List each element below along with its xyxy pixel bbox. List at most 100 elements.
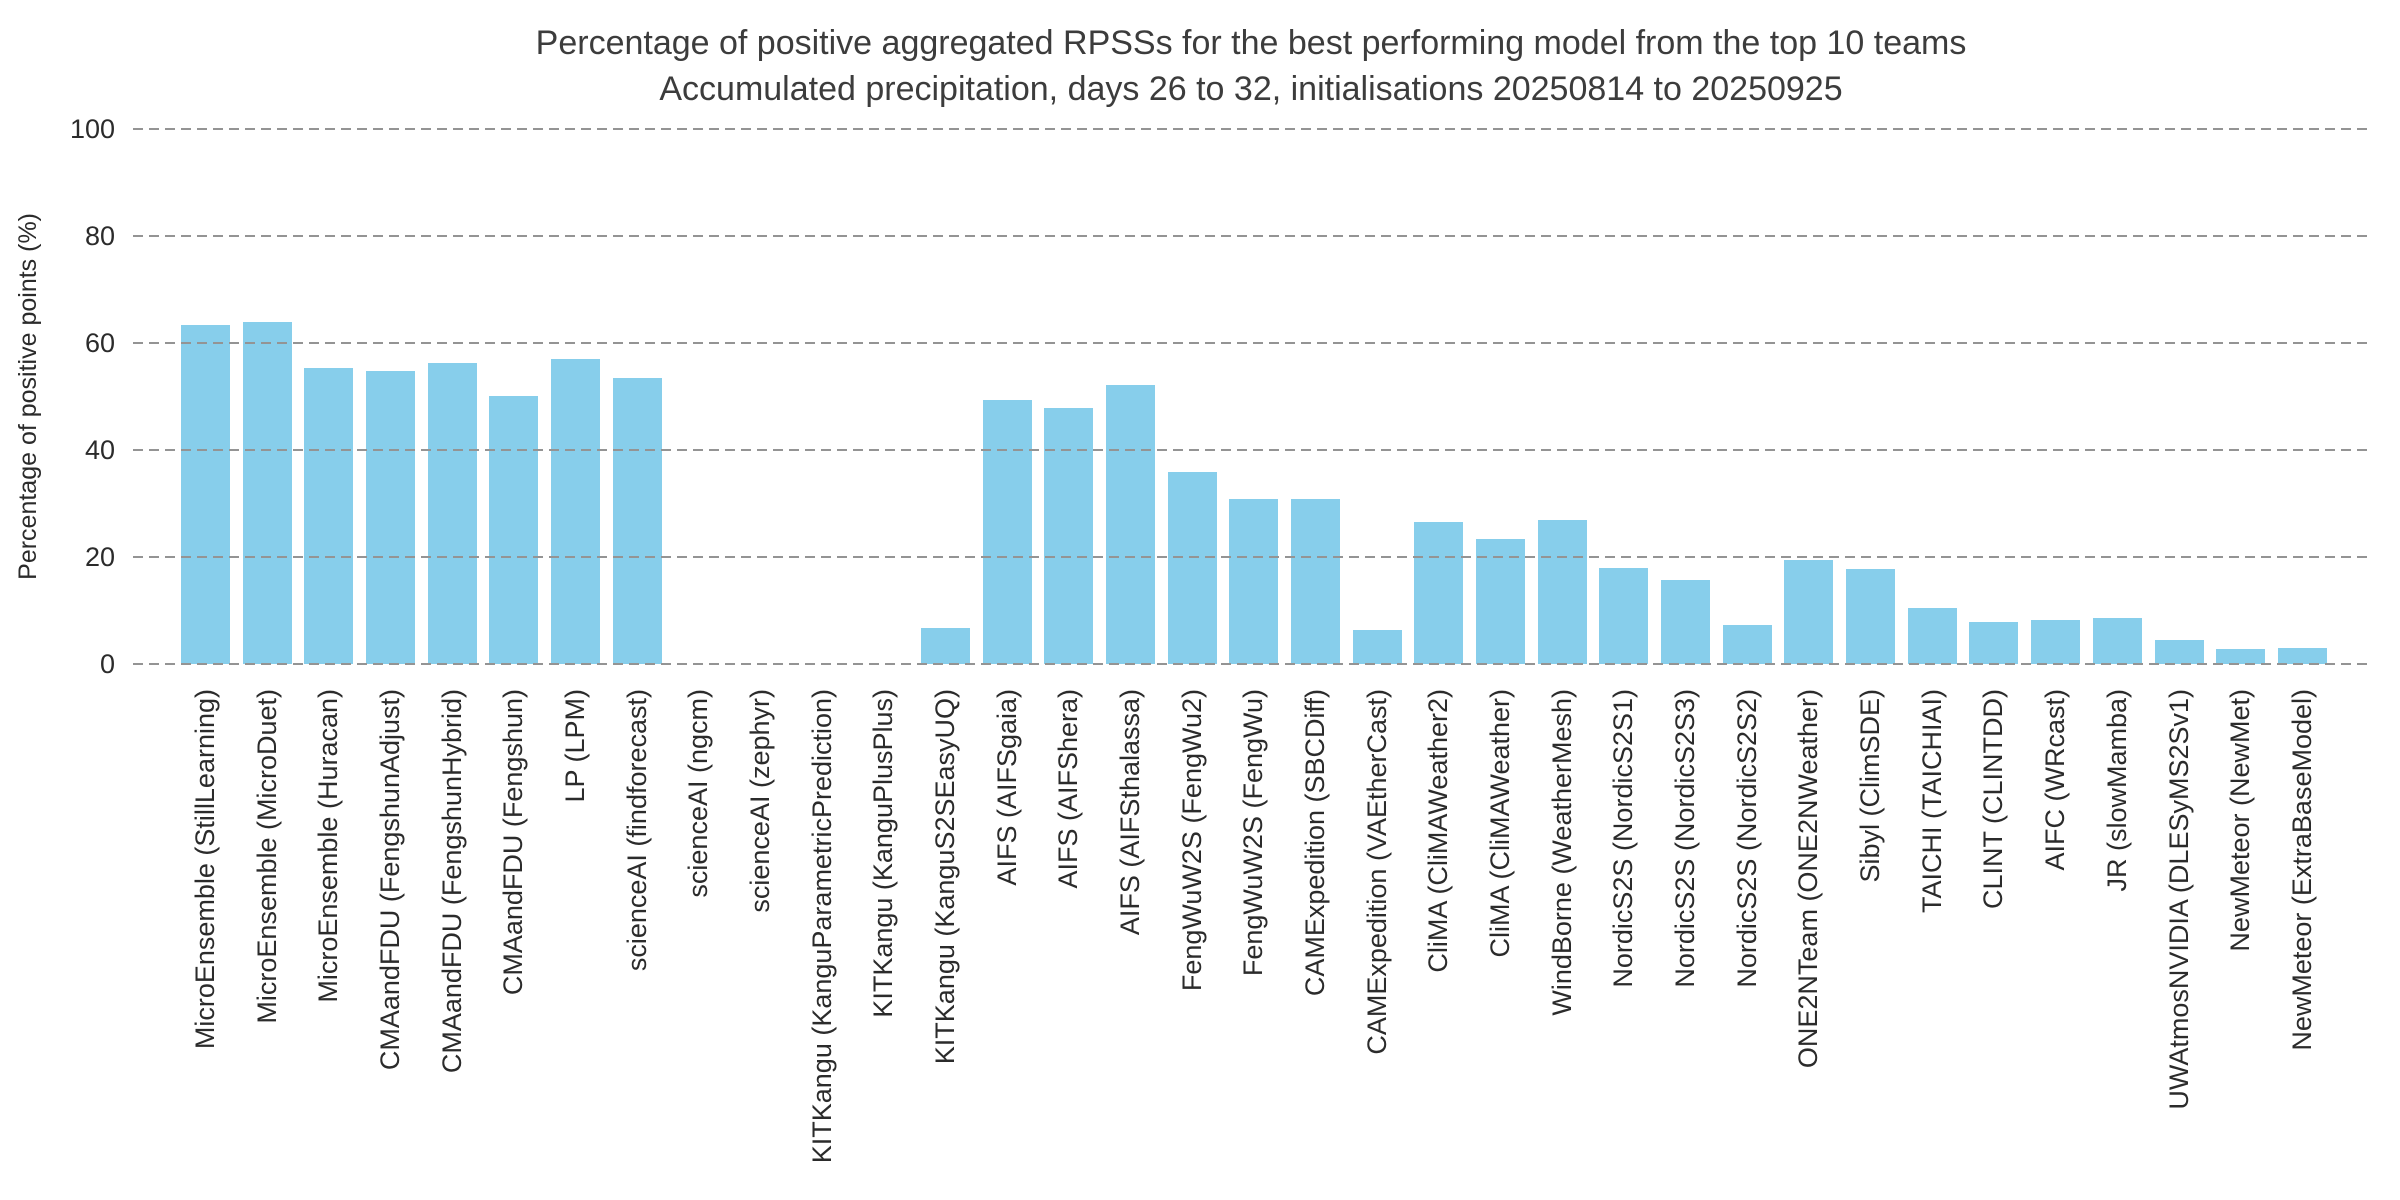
x-tick-label: AIFC (WRcast) bbox=[2031, 689, 2080, 1200]
x-tick-label: MicroEnsemble (MicroDuet) bbox=[243, 689, 292, 1200]
bar bbox=[2277, 647, 2327, 664]
x-tick-label: NordicS2S (NordicS2S2) bbox=[1723, 689, 1772, 1200]
x-tick-label-text: CMAandFDU (FengshunAdjust) bbox=[375, 689, 406, 1071]
bar bbox=[921, 628, 971, 664]
x-tick-label-text: NordicS2S (NordicS2S2) bbox=[1731, 689, 1762, 988]
bar bbox=[2031, 620, 2081, 664]
x-tick-label: Sibyl (ClimSDE) bbox=[1846, 689, 1895, 1200]
x-tick-label-text: NordicS2S (NordicS2S3) bbox=[1670, 689, 1701, 988]
x-tick-label-text: CLINT (CLINTDD) bbox=[1978, 689, 2009, 910]
bar bbox=[366, 370, 416, 664]
x-tick-label-text: CAMExpedition (VAEtherCast) bbox=[1361, 689, 1392, 1055]
gridline-40 bbox=[133, 449, 2369, 451]
x-tick-label: CMAandFDU (FengshunHybrid) bbox=[428, 689, 477, 1200]
bar bbox=[612, 378, 662, 664]
bar bbox=[2216, 648, 2266, 664]
x-tick-label-text: ONE2NTeam (ONE2NWeather) bbox=[1793, 689, 1824, 1069]
x-tick-label: CliMA (CliMAWeather2) bbox=[1414, 689, 1463, 1200]
x-tick-label-text: MicroEnsemble (MicroDuet) bbox=[251, 689, 282, 1024]
bar bbox=[551, 358, 601, 664]
x-tick-label: FengWuW2S (FengWu) bbox=[1229, 689, 1278, 1200]
x-tick-label-text: CliMA (CliMAWeather2) bbox=[1423, 689, 1454, 973]
x-tick-label-text: NordicS2S (NordicS2S1) bbox=[1608, 689, 1639, 988]
y-tick-label-60: 60 bbox=[84, 328, 115, 358]
bar bbox=[1969, 622, 2019, 664]
y-tick-label-20: 20 bbox=[84, 542, 115, 572]
x-tick-label: LP (LPM) bbox=[551, 689, 600, 1200]
x-tick-label-text: LP (LPM) bbox=[560, 689, 591, 803]
x-tick-label: CMAandFDU (Fengshun) bbox=[489, 689, 538, 1200]
gridline-60 bbox=[133, 342, 2369, 344]
x-tick-label: scienceAI (zephyr) bbox=[736, 689, 785, 1200]
chart-title-line1: Percentage of positive aggregated RPSSs … bbox=[535, 24, 1967, 62]
bar bbox=[1599, 567, 1649, 664]
x-tick-label: ONE2NTeam (ONE2NWeather) bbox=[1784, 689, 1833, 1200]
x-tick-label: WindBorne (WeatherMesh) bbox=[1538, 689, 1587, 1200]
x-tick-label: UWAtmosNVIDIA (DLESyMS2Sv1) bbox=[2155, 689, 2204, 1200]
x-tick-label: CMAandFDU (FengshunAdjust) bbox=[366, 689, 415, 1200]
x-tick-label-text: KITKangu (KanguParametricPrediction) bbox=[806, 689, 837, 1164]
x-tick-label: AIFS (AIFShera) bbox=[1044, 689, 1093, 1200]
x-tick-label-text: AIFS (AIFSthalassa) bbox=[1115, 689, 1146, 936]
x-tick-label-text: KITKangu (KanguPlusPlus) bbox=[868, 689, 899, 1018]
x-tick-label: FengWuW2S (FengWu2) bbox=[1168, 689, 1217, 1200]
x-tick-label-text: JR (slowMamba) bbox=[2101, 689, 2132, 892]
x-tick-label: KITKangu (KanguParametricPrediction) bbox=[798, 689, 847, 1200]
x-tick-label: AIFS (AIFSthalassa) bbox=[1106, 689, 1155, 1200]
bar bbox=[1291, 499, 1341, 664]
bar bbox=[1476, 539, 1526, 664]
chart-title: Percentage of positive aggregated RPSSs … bbox=[133, 20, 2369, 112]
gridline-20 bbox=[133, 556, 2369, 558]
bar bbox=[1722, 624, 1772, 664]
x-tick-label: scienceAI (ngcm) bbox=[674, 689, 723, 1200]
bar bbox=[1352, 630, 1402, 664]
y-tick-label-0: 0 bbox=[99, 649, 115, 679]
x-tick-label: NordicS2S (NordicS2S3) bbox=[1661, 689, 1710, 1200]
x-tick-label-text: CAMExpedition (SBCDiff) bbox=[1300, 689, 1331, 997]
x-tick-label-text: AIFS (AIFShera) bbox=[1053, 689, 1084, 889]
chart-title-line2: Accumulated precipitation, days 26 to 32… bbox=[659, 70, 1843, 108]
bar bbox=[489, 395, 539, 664]
x-tick-label-text: Sibyl (ClimSDE) bbox=[1855, 689, 1886, 883]
x-tick-label: MicroEnsemble (StillLearning) bbox=[181, 689, 230, 1200]
bar bbox=[427, 362, 477, 664]
bar bbox=[2154, 640, 2204, 664]
bar bbox=[2092, 618, 2142, 664]
bar bbox=[181, 324, 230, 664]
x-tick-label-text: FengWuW2S (FengWu) bbox=[1238, 689, 1269, 977]
x-tick-label-text: scienceAI (zephyr) bbox=[745, 689, 776, 913]
x-tick-label: NordicS2S (NordicS2S1) bbox=[1599, 689, 1648, 1200]
bar bbox=[304, 368, 354, 664]
gridline-100 bbox=[133, 128, 2369, 130]
y-tick-label-100: 100 bbox=[69, 114, 115, 144]
gridline-0 bbox=[133, 663, 2369, 665]
x-tick-label-text: CMAandFDU (Fengshun) bbox=[498, 689, 529, 996]
x-tick-label: CliMA (CliMAWeather) bbox=[1476, 689, 1525, 1200]
x-tick-label: AIFS (AIFSgaia) bbox=[983, 689, 1032, 1200]
bar bbox=[1907, 607, 1957, 664]
bar bbox=[1846, 568, 1896, 664]
x-tick-label-text: MicroEnsemble (StillLearning) bbox=[190, 689, 220, 1050]
x-tick-label: NewMeteor (ExtraBaseModel) bbox=[2278, 689, 2327, 1200]
y-tick-label-40: 40 bbox=[84, 435, 115, 465]
bar bbox=[1167, 472, 1217, 664]
x-tick-label: CAMExpedition (SBCDiff) bbox=[1291, 689, 1340, 1200]
x-tick-label-text: TAICHI (TAICHIAI) bbox=[1916, 689, 1947, 913]
x-tick-label: TAICHI (TAICHIAI) bbox=[1908, 689, 1957, 1200]
y-tick-label-80: 80 bbox=[84, 221, 115, 251]
x-tick-label-text: MicroEnsemble (Huracan) bbox=[313, 689, 344, 1003]
bar bbox=[1661, 580, 1711, 664]
bar bbox=[1044, 408, 1094, 664]
y-axis-label: Percentage of positive points (%) bbox=[8, 129, 48, 664]
y-axis-label-text: Percentage of positive points (%) bbox=[13, 213, 42, 580]
x-tick-label: CAMExpedition (VAEtherCast) bbox=[1353, 689, 1402, 1200]
x-tick-label: CLINT (CLINTDD) bbox=[1969, 689, 2018, 1200]
x-tick-label-text: UWAtmosNVIDIA (DLESyMS2Sv1) bbox=[2163, 689, 2194, 1110]
x-tick-label-text: AIFC (WRcast) bbox=[2040, 689, 2071, 871]
x-tick-label-text: scienceAI (ngcm) bbox=[683, 689, 714, 898]
x-tick-label-text: KITKangu (KanguS2SEasyUQ) bbox=[930, 689, 961, 1065]
x-tick-label-text: WindBorne (WeatherMesh) bbox=[1546, 689, 1577, 1016]
x-tick-label-text: scienceAI (findforecast) bbox=[621, 689, 652, 972]
bar bbox=[1784, 560, 1834, 664]
